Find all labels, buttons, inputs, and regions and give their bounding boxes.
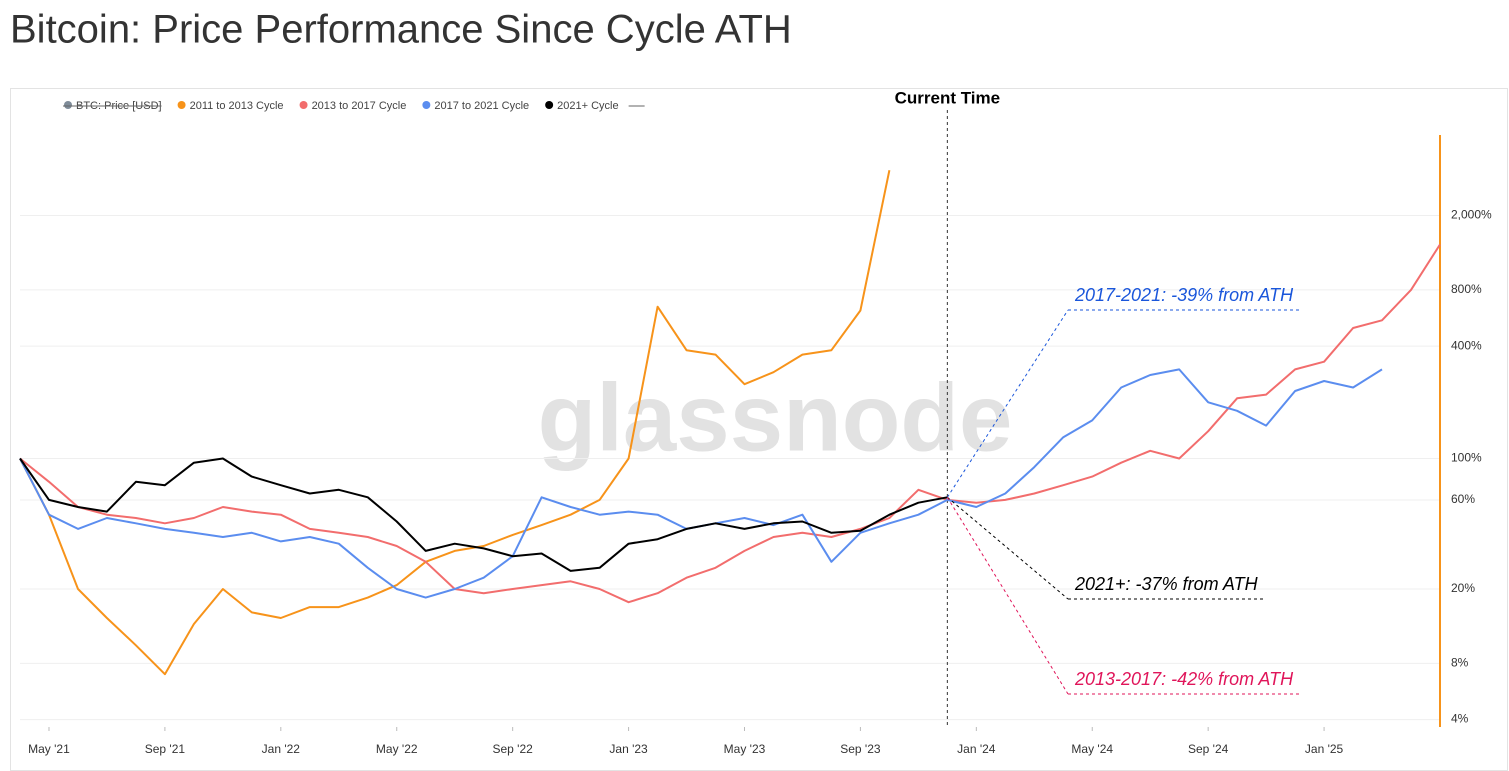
annotation-leader	[946, 497, 1069, 695]
x-tick-label: Jan '24	[957, 742, 996, 756]
y-tick-label: 100%	[1451, 451, 1482, 465]
legend-label: 2013 to 2017 Cycle	[312, 100, 407, 112]
y-tick-label: 8%	[1451, 656, 1469, 670]
annotation-leader	[947, 496, 1069, 600]
legend-label: 2011 to 2013 Cycle	[190, 100, 284, 112]
legend-marker	[64, 101, 72, 109]
y-tick-label: 2,000%	[1451, 208, 1492, 222]
x-tick-label: May '21	[28, 742, 70, 756]
y-tick-label: 400%	[1451, 338, 1482, 352]
legend-label: 2021+ Cycle	[557, 100, 618, 112]
annotation: 2021+: -37% from ATH	[1074, 574, 1259, 594]
chart-title: Bitcoin: Price Performance Since Cycle A…	[10, 8, 792, 52]
x-tick-label: Sep '23	[840, 742, 881, 756]
x-tick-label: May '24	[1071, 742, 1113, 756]
legend-marker	[299, 101, 308, 109]
x-tick-label: Sep '22	[492, 742, 533, 756]
x-tick-label: Jan '22	[262, 742, 301, 756]
series-line	[19, 243, 1441, 604]
watermark: glassnode	[538, 364, 1013, 471]
legend-marker	[177, 101, 186, 109]
y-tick-label: 800%	[1451, 282, 1482, 296]
y-tick-label: 4%	[1451, 712, 1469, 726]
legend-marker	[422, 101, 431, 109]
annotation: 2013-2017: -42% from ATH	[1074, 669, 1294, 689]
series-line	[19, 169, 891, 676]
x-tick-label: May '22	[376, 742, 418, 756]
x-tick-label: Sep '21	[145, 742, 186, 756]
legend-label: 2017 to 2021 Cycle	[434, 100, 529, 112]
x-tick-label: May '23	[724, 742, 766, 756]
x-tick-label: Jan '23	[609, 742, 648, 756]
current-time-label: Current Time	[895, 88, 1001, 107]
annotation-leader	[946, 309, 1069, 498]
series-line	[19, 457, 948, 572]
x-tick-label: Sep '24	[1188, 742, 1229, 756]
x-tick-label: Jan '25	[1305, 742, 1344, 756]
y-tick-label: 60%	[1451, 492, 1475, 506]
legend-marker	[545, 101, 554, 109]
y-tick-label: 20%	[1451, 581, 1475, 595]
annotation: 2017-2021: -39% from ATH	[1074, 285, 1294, 305]
